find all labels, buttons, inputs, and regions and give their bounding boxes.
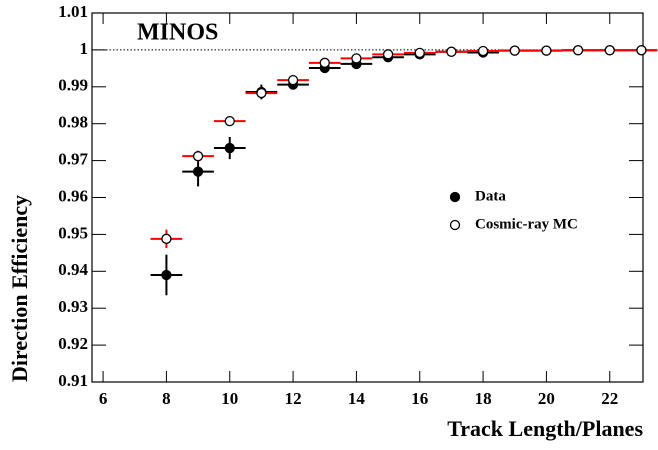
data-point xyxy=(541,45,552,56)
data-point xyxy=(192,166,204,177)
legend-marker xyxy=(449,219,461,231)
data-point xyxy=(224,115,235,127)
data-point xyxy=(287,75,299,86)
y-tick-label: 1.01 xyxy=(58,2,88,21)
data-point xyxy=(256,87,267,99)
plot-frame xyxy=(91,12,644,383)
data-point xyxy=(224,142,235,154)
x-tick-label: 20 xyxy=(538,389,555,408)
chart-title: MINOS xyxy=(137,20,218,46)
y-tick-label: 0.94 xyxy=(58,260,88,279)
y-tick-label: 0.97 xyxy=(58,150,88,169)
data-point xyxy=(382,49,394,60)
y-tick-label: 0.92 xyxy=(58,334,88,353)
data-point xyxy=(161,269,172,281)
legend-marker xyxy=(449,191,461,203)
y-tick-label: 0.99 xyxy=(58,76,88,95)
x-tick-label: 16 xyxy=(411,389,428,408)
legend-label: Cosmic-ray MC xyxy=(475,216,578,232)
x-tick-label: 22 xyxy=(601,389,618,408)
data-point xyxy=(509,45,520,56)
y-tick-label: 0.93 xyxy=(58,297,88,316)
y-tick-label: 0.91 xyxy=(58,371,88,390)
data-point xyxy=(572,45,584,56)
legend-label: Data xyxy=(475,188,506,204)
data-point xyxy=(636,45,647,56)
y-tick-label: 0.98 xyxy=(58,113,88,132)
data-point xyxy=(319,57,330,68)
x-tick-label: 8 xyxy=(162,389,171,408)
y-axis-label: Direction Efficiency xyxy=(7,195,32,382)
x-tick-label: 6 xyxy=(99,389,108,408)
x-tick-label: 10 xyxy=(221,389,238,408)
data-point xyxy=(192,151,204,162)
y-tick-label: 0.96 xyxy=(58,186,88,205)
data-point xyxy=(414,47,425,59)
y-tick-label: 1 xyxy=(80,39,89,58)
x-axis-label: Track Length/Planes xyxy=(447,416,643,441)
data-point xyxy=(477,45,489,57)
data-point xyxy=(604,45,615,56)
x-tick-label: 12 xyxy=(285,389,302,408)
x-tick-label: 18 xyxy=(475,389,492,408)
data-point xyxy=(351,53,362,64)
y-tick-label: 0.95 xyxy=(58,223,88,242)
x-tick-label: 14 xyxy=(348,389,366,408)
data-point xyxy=(446,46,457,57)
data-point xyxy=(161,233,172,244)
